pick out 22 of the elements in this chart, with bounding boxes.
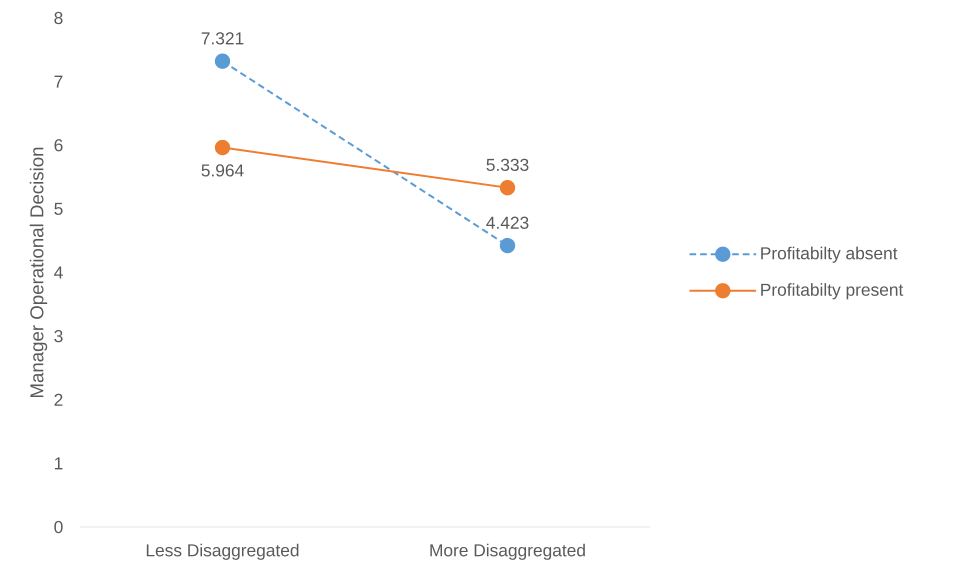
x-tick-label: More Disaggregated: [430, 544, 585, 560]
legend-label: Profitabilty present: [761, 283, 904, 300]
data-label: 7.321: [202, 32, 244, 44]
data-label: 5.964: [202, 164, 244, 177]
y-tick-label: 8: [54, 12, 63, 24]
y-tick-label: 4: [54, 266, 63, 278]
y-axis-title: Manager Operational Decision: [30, 148, 48, 398]
point: [500, 238, 516, 254]
y-tick-label: 0: [54, 520, 63, 534]
data-label: 5.333: [486, 158, 528, 171]
x-tick-label: Less Disaggregated: [146, 544, 298, 560]
point: [500, 180, 516, 196]
y-tick-label: 2: [54, 394, 62, 406]
y-tick-label: 6: [54, 139, 63, 152]
y-tick-label: 3: [54, 330, 63, 342]
point: [214, 54, 230, 69]
legend-label: Profitabilty absent: [761, 246, 898, 263]
point: [214, 140, 230, 156]
y-tick-label: 5: [54, 202, 63, 215]
y-tick-label: 1: [54, 457, 62, 470]
data-label: 4.423: [486, 216, 528, 229]
y-tick-label: 7: [54, 76, 62, 88]
